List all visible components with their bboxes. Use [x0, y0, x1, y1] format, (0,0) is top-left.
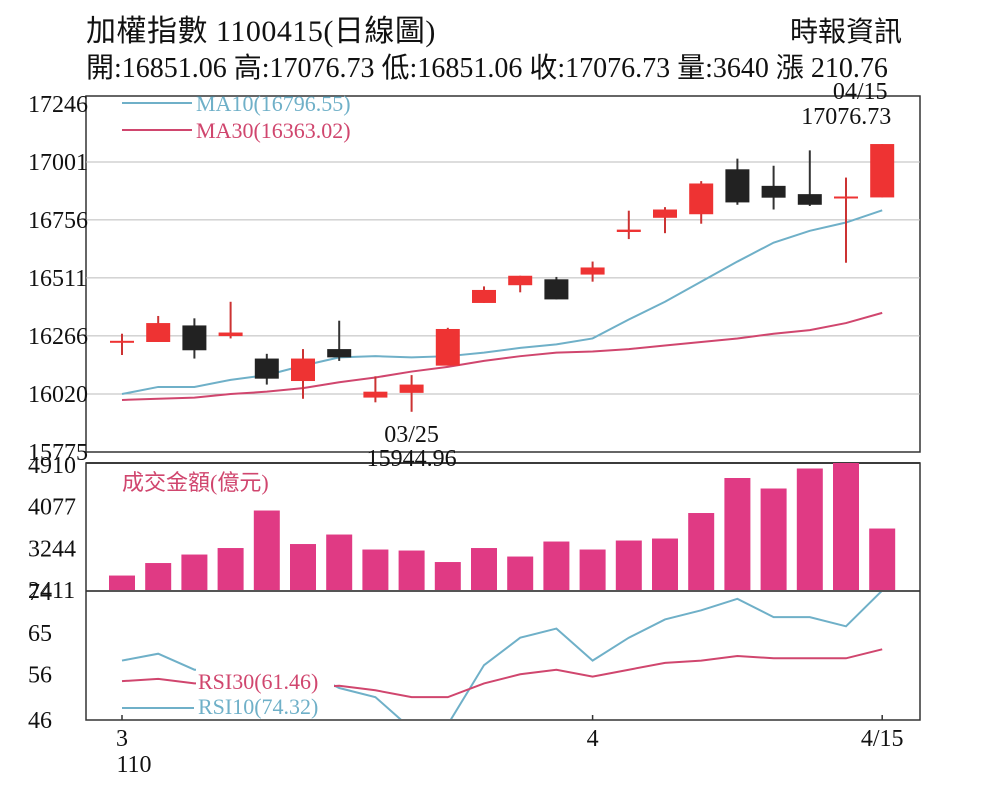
volume-bar — [579, 549, 606, 590]
candle-body — [146, 323, 171, 342]
rsi30-legend-label: RSI30(61.46) — [198, 669, 318, 694]
x-axis-label: 4 — [587, 726, 599, 752]
x-axis-label: 3 — [116, 726, 128, 752]
volume-bar — [652, 538, 678, 590]
volume-bar — [796, 468, 823, 590]
candle-body — [254, 358, 279, 379]
price-axis-tick-label: 16756 — [28, 208, 88, 234]
candle-body — [761, 185, 786, 198]
volume-axis-tick-label: 4077 — [28, 495, 76, 521]
candle-body — [544, 279, 569, 300]
volume-bar — [833, 463, 859, 590]
volume-bar — [869, 528, 896, 590]
candle-body — [110, 340, 134, 343]
ma10-legend-label: MA10(16796.55) — [196, 91, 351, 116]
price-axis-tick-label: 16511 — [28, 266, 87, 292]
candle-body — [508, 275, 533, 286]
ma30-legend-label: MA30(16363.02) — [196, 118, 351, 143]
volume-bar — [362, 549, 389, 590]
volume-bar — [471, 548, 497, 590]
price-axis-tick-label: 16020 — [28, 382, 88, 408]
price-axis-tick-label: 17001 — [28, 150, 88, 176]
volume-bar — [326, 534, 353, 590]
volume-axis-tick-label: 3244 — [28, 536, 76, 562]
source-label: 時報資訊 — [790, 17, 903, 48]
lower-panel-frame — [85, 462, 921, 721]
volume-axis-tick-label: 4910 — [28, 453, 76, 479]
rsi10-legend-bg — [196, 694, 334, 718]
candle-body — [291, 358, 315, 382]
volume-bar — [507, 556, 534, 590]
annotation-date: 04/15 — [833, 79, 888, 105]
rsi10-legend-label: RSI10(74.32) — [198, 694, 318, 719]
candle-body — [653, 209, 677, 218]
volume-bar — [217, 548, 244, 590]
volume-bar — [543, 541, 570, 590]
rsi-axis-tick-label: 56 — [28, 662, 52, 688]
volume-title: 成交金額(億元) — [122, 470, 269, 495]
price-axis-tick-label: 16266 — [28, 324, 88, 350]
volume-bar — [615, 540, 642, 590]
price-axis-tick-label: 15775 — [28, 440, 88, 466]
rsi-axis-tick-label: 46 — [28, 708, 52, 734]
ma30-line — [121, 311, 883, 401]
volume-bar — [181, 554, 208, 590]
volume-bar — [253, 510, 280, 590]
candle-body — [834, 196, 858, 199]
volume-bar — [109, 575, 135, 590]
candle-body — [182, 325, 207, 351]
volume-axis-tick-label: 2411 — [28, 578, 75, 604]
candle-body — [797, 194, 822, 205]
candle-body — [363, 391, 388, 398]
candle-body — [725, 169, 750, 203]
rsi-axis-tick-label: 74 — [28, 580, 52, 606]
volume-bar — [688, 513, 715, 590]
volume-bar — [290, 544, 316, 590]
chart-title: 加權指數 1100415(日線圖) — [86, 15, 436, 48]
candle-body — [689, 183, 714, 215]
ma10-line — [121, 209, 883, 396]
x-axis-year-label: 110 — [116, 752, 151, 778]
price-panel-frame — [85, 95, 921, 453]
rsi30-legend-bg — [196, 668, 334, 694]
candle-body — [472, 289, 496, 303]
annotation-date: 03/25 — [384, 422, 439, 448]
x-axis-label: 4/15 — [861, 726, 904, 752]
rsi-axis-tick-label: 65 — [28, 621, 52, 647]
volume-bar — [434, 562, 461, 590]
candle-body — [399, 384, 424, 393]
candle-body — [327, 349, 352, 358]
candle-body — [870, 144, 895, 198]
candle-body — [616, 229, 641, 232]
price-axis-tick-label: 17246 — [28, 92, 88, 118]
volume-bar — [398, 550, 425, 590]
candle-body — [435, 328, 460, 366]
volume-bar — [760, 488, 787, 590]
candle-body — [218, 332, 243, 337]
volume-bar — [724, 478, 751, 590]
ohlc-summary: 開:16851.06 高:17076.73 低:16851.06 收:17076… — [86, 53, 888, 84]
annotation-value: 17076.73 — [801, 104, 891, 130]
annotation-value: 15944.96 — [367, 446, 457, 472]
candle-body — [580, 267, 605, 275]
volume-bar — [145, 563, 172, 590]
